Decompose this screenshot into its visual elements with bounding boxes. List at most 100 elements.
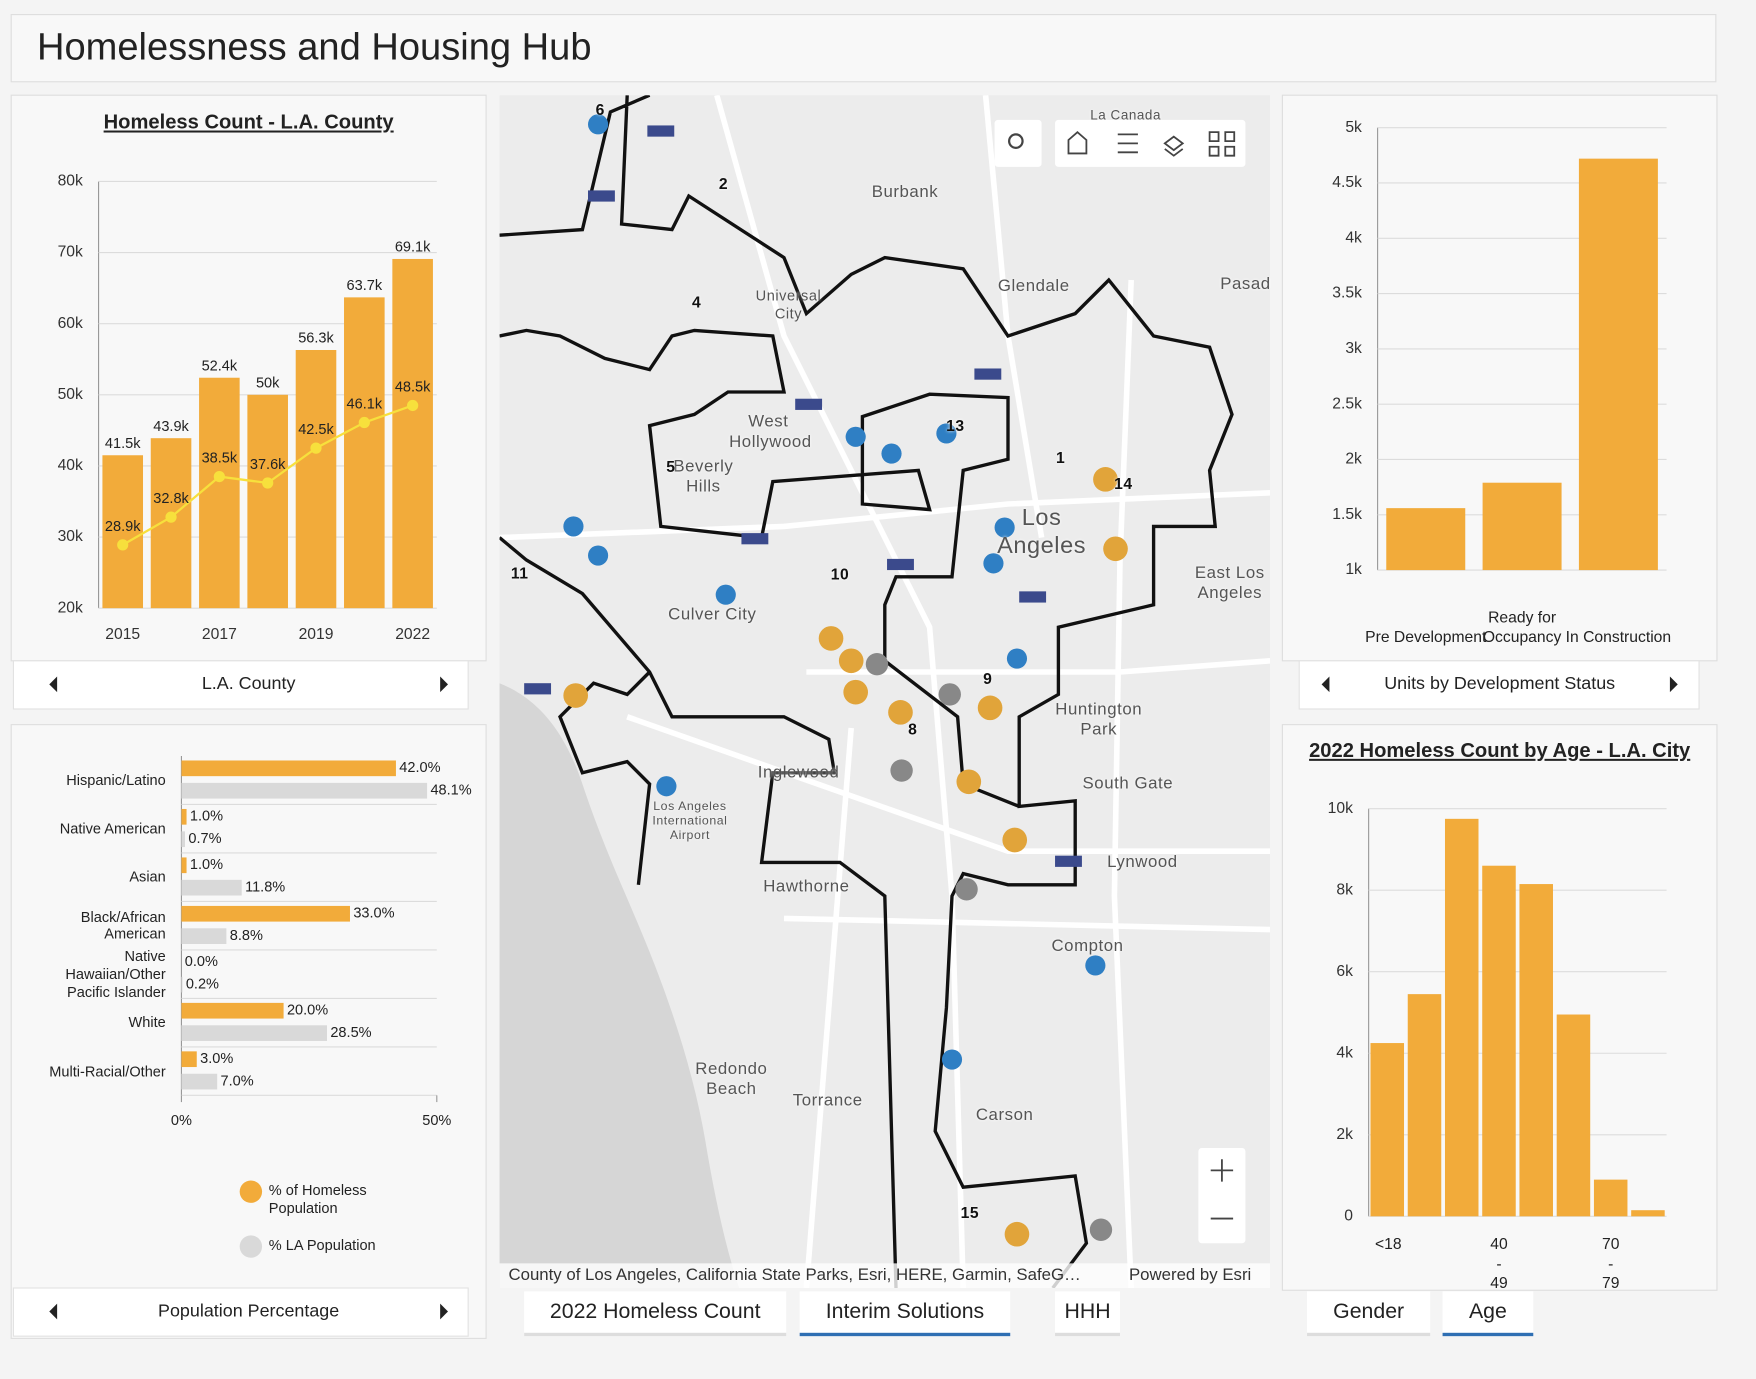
line-point: [407, 399, 419, 412]
y-tick-label: Asian: [129, 868, 166, 886]
tab[interactable]: 2022 Homeless Count: [524, 1291, 787, 1337]
value-label: 50k: [256, 375, 280, 391]
x-tick-label: Pre Development: [1365, 627, 1487, 646]
x-tick-label: 0%: [171, 1113, 192, 1129]
y-tick-label: 2k: [1336, 1126, 1353, 1143]
place-label: Burbank: [871, 182, 939, 202]
value-label: 41.5k: [105, 436, 141, 452]
place-label: Universal City: [755, 287, 822, 322]
value-label: 0.2%: [186, 976, 219, 992]
value-label: 63.7k: [347, 278, 383, 294]
bar: [181, 879, 242, 896]
y-tick-label: Hispanic/Latino: [66, 771, 166, 789]
bar: [1578, 158, 1658, 571]
bar: [1593, 1179, 1628, 1217]
district-number: 2: [718, 174, 729, 193]
map-toolbar[interactable]: [1055, 119, 1246, 167]
value-label: 8.8%: [230, 928, 263, 944]
place-label: Los Angeles International Airport: [652, 799, 728, 843]
chart-title: 2022 Homeless Count by Age - L.A. City: [1309, 740, 1691, 762]
y-tick-label: 80k: [58, 173, 83, 190]
place-label: West Hollywood: [729, 412, 812, 452]
map-ocean: [499, 683, 740, 1289]
district-number: 4: [691, 292, 702, 311]
bar: [181, 857, 187, 874]
district-number: 13: [946, 416, 965, 435]
prev-arrow[interactable]: [1321, 676, 1330, 693]
y-tick-label: 40k: [58, 457, 83, 474]
bar: [392, 258, 433, 609]
place-label: Hawthorne: [763, 876, 850, 896]
attribution-bar: [499, 1263, 1271, 1288]
prev-arrow[interactable]: [49, 676, 58, 693]
value-label: 3.0%: [200, 1051, 233, 1067]
y-tick-label: 3.5k: [1332, 285, 1362, 302]
search-button[interactable]: [994, 119, 1042, 167]
tab[interactable]: Gender: [1307, 1291, 1431, 1337]
y-tick-label: 4.5k: [1332, 174, 1362, 191]
value-label: 28.5%: [330, 1025, 371, 1041]
line-point: [310, 442, 322, 454]
y-tick-label: 2.5k: [1332, 395, 1362, 412]
tab[interactable]: HHH: [1055, 1291, 1120, 1337]
zoom-control[interactable]: [1198, 1148, 1246, 1244]
y-tick-label: 3k: [1345, 340, 1362, 357]
y-tick-label: 5k: [1345, 119, 1362, 136]
bar: [150, 438, 192, 609]
place-label: Huntington Park: [1055, 700, 1143, 740]
header-bar: [10, 14, 1717, 83]
y-tick-label: 1k: [1345, 561, 1362, 578]
map[interactable]: [499, 95, 1271, 1289]
place-label: Carson: [975, 1105, 1034, 1125]
bar: [181, 1002, 284, 1019]
place-label: Redondo Beach: [695, 1059, 768, 1099]
bar: [295, 349, 337, 609]
y-tick-label: 20k: [58, 599, 83, 616]
value-label: 28.9k: [105, 519, 141, 535]
x-tick-label: In Construction: [1565, 627, 1672, 646]
zoom-icons: [1210, 1159, 1234, 1220]
bar: [199, 377, 240, 609]
legend-swatch: [239, 1180, 263, 1203]
bar: [181, 760, 396, 777]
x-tick-label: 70 - 79: [1601, 1234, 1620, 1292]
y-tick-label: 0: [1344, 1207, 1353, 1224]
bar: [181, 928, 227, 944]
bar: [344, 297, 385, 609]
chart-title: Homeless Count - L.A. County: [104, 112, 395, 134]
value-label: 56.3k: [298, 331, 334, 347]
place-label: South Gate: [1082, 773, 1174, 793]
map-markers: [524, 114, 1128, 1247]
district-number: 6: [595, 100, 605, 119]
bar: [181, 905, 350, 922]
x-tick-label: 2015: [105, 626, 140, 643]
value-label: 0.7%: [188, 831, 221, 847]
tab[interactable]: Age: [1442, 1291, 1534, 1337]
next-arrow[interactable]: [440, 1303, 448, 1320]
y-tick-label: 6k: [1336, 963, 1353, 980]
value-label: 48.5k: [395, 379, 431, 395]
next-arrow[interactable]: [440, 676, 448, 693]
bar: [247, 394, 288, 609]
value-label: 52.4k: [202, 358, 238, 374]
prev-arrow[interactable]: [49, 1303, 58, 1320]
navigator-label: Units by Development Status: [1384, 673, 1615, 693]
district-number: 10: [830, 565, 850, 584]
legend-label: % of Homeless Population: [268, 1181, 367, 1216]
line-point: [358, 416, 370, 429]
y-tick-label: 70k: [58, 244, 83, 261]
tab[interactable]: Interim Solutions: [799, 1291, 1011, 1337]
place-label: Pasad: [1220, 274, 1271, 294]
value-label: 0.0%: [185, 954, 218, 970]
x-tick-label: 50%: [422, 1113, 451, 1129]
x-tick-label: 2019: [299, 626, 334, 643]
district-number: 14: [1114, 474, 1133, 493]
bar: [181, 1073, 218, 1090]
value-label: 1.0%: [190, 809, 223, 825]
next-arrow[interactable]: [1669, 676, 1678, 693]
value-label: 48.1%: [430, 783, 471, 799]
place-label: East Los Angeles: [1194, 563, 1265, 603]
